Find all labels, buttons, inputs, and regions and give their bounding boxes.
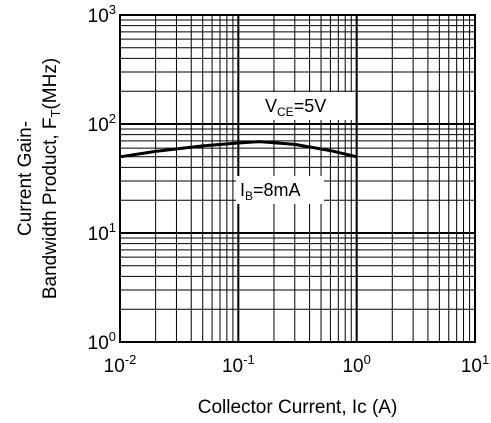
x-tick-labels: 10-2 10-1 100 101 — [104, 352, 490, 377]
y-axis-title-line1: Current Gain- — [15, 121, 36, 236]
ib-annotation-background — [236, 176, 324, 204]
y-tick-labels: 100 101 102 103 — [88, 2, 116, 354]
y-axis-title: Current Gain- Bandwidth Product, FT(MHz) — [15, 58, 63, 299]
y-tick-label: 101 — [88, 220, 116, 245]
series-line — [119, 140, 358, 159]
x-tick-label: 10-1 — [222, 352, 255, 377]
y-tick-label: 103 — [88, 2, 116, 27]
y-tick-label: 102 — [88, 111, 116, 136]
x-tick-label: 101 — [461, 352, 489, 377]
plot-frame — [119, 14, 476, 343]
vce-annotation-background — [260, 92, 352, 120]
minor-gridlines — [120, 15, 475, 342]
ib-annotation: IB=8mA — [240, 180, 301, 203]
x-tick-label: 10-2 — [104, 352, 137, 377]
x-axis-title: Collector Current, Ic (A) — [198, 397, 398, 418]
y-axis-title-line2: Bandwidth Product, FT(MHz) — [40, 58, 63, 299]
vce-annotation: VCE=5V — [265, 96, 326, 119]
y-tick-label: 100 — [88, 329, 116, 354]
x-tick-label: 100 — [342, 352, 370, 377]
